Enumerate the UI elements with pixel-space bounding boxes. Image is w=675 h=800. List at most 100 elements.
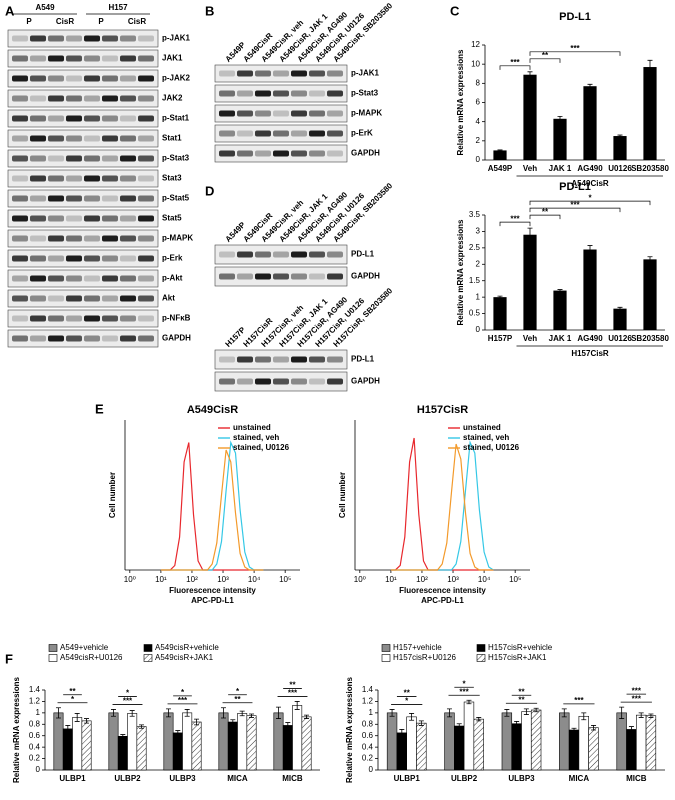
blot-band [327,90,343,97]
legend-label: unstained [463,423,501,432]
significance-label: * [463,679,467,688]
blot-band [138,135,154,142]
y-tick-label: 0.2 [362,754,374,763]
blot-strip [7,169,159,188]
legend-label: stained, U0126 [233,443,290,452]
blot-band [120,155,136,162]
blot-strip [7,89,159,108]
x-tick-label: 10⁵ [279,575,291,584]
y-axis-label: Relative mRNA expressions [12,676,21,783]
blot-band [120,55,136,62]
error-bar [514,721,520,727]
significance-label: * [71,695,75,704]
error-bar [617,306,623,311]
y-tick-label: 2 [476,259,481,268]
significance-bracket [499,65,531,70]
blot-strip [7,209,159,228]
bar [227,721,238,771]
x-tick-label: Veh [523,164,537,173]
blot-band [66,115,82,122]
significance-label: * [181,688,185,697]
protein-label: p-JAK1 [162,34,191,43]
legend-label: stained, veh [233,433,279,442]
x-tick-label: 10⁵ [509,575,521,584]
blot-band [309,251,325,258]
x-tick-label: JAK 1 [549,164,572,173]
error-bar [571,727,577,733]
blot-strip [7,289,159,308]
blot-band [84,175,100,182]
blot-band [12,215,28,222]
bar [53,712,64,771]
blot-band [66,95,82,102]
blot-band [138,255,154,262]
blot-band [327,356,343,363]
blot-band [138,195,154,202]
blot-band [48,155,64,162]
significance-label: *** [178,696,188,705]
blot-strip [7,149,159,168]
protein-label: p-Stat3 [162,154,190,163]
blot-band [138,155,154,162]
blot-band [48,275,64,282]
blot-band [219,273,235,280]
error-bar [446,708,452,718]
protein-label: GAPDH [351,149,380,158]
y-tick-label: 1.4 [362,685,374,694]
blot-strip [7,309,159,328]
legend-swatch [476,654,486,662]
significance-bracket [529,214,561,220]
cell-line-label: A549 [35,3,55,12]
error-bar [557,289,563,292]
blot-band [102,35,118,42]
x-axis-label: Fluorescence intensity [169,586,256,595]
blot-strip [214,244,348,265]
blot-band [237,110,253,117]
legend-label: H157cisR+U0126 [393,653,456,662]
protein-label: p-Erk [162,254,183,263]
blot-band [84,235,100,242]
error-bar [619,706,625,719]
blot-band [30,175,46,182]
blot-band [84,255,100,262]
significance-label: ** [518,687,525,696]
blot-band [66,275,82,282]
bar [583,249,597,330]
blot-band [12,95,28,102]
condition-label: P [26,17,32,26]
chart-title: PD-L1 [559,11,591,23]
bar [62,728,73,771]
protein-label: GAPDH [162,334,191,343]
y-tick-label: 0.8 [29,719,41,728]
x-tick-label: SB203580 [631,334,669,343]
blot-band [84,95,100,102]
blot-band [309,130,325,137]
legend-label: H157+vehicle [393,643,442,652]
blot-strip [7,249,159,268]
blot-band [84,75,100,82]
blot-strip [7,69,159,88]
blot-band [255,110,271,117]
blot-band [219,251,235,258]
x-tick-label: ULBP2 [451,774,478,783]
blot-band [273,90,289,97]
blot-band [66,255,82,262]
blot-band [30,135,46,142]
bar [463,701,475,771]
error-bar [628,726,634,733]
blot-band [66,175,82,182]
blot-band [273,273,289,280]
legend-label: A549cisR+U0126 [60,653,123,662]
blot-band [138,95,154,102]
blot-band [102,315,118,322]
y-tick-label: 0.4 [362,742,374,751]
blot-band [219,356,235,363]
blot-band [120,335,136,342]
protein-label: PD-L1 [351,355,375,364]
blot-band [48,95,64,102]
protein-label: JAK2 [162,94,183,103]
bar [559,712,570,771]
x-tick-label: JAK 1 [549,334,572,343]
bar [127,713,138,771]
y-axis-label: Relative mRNA expressions [456,49,465,156]
